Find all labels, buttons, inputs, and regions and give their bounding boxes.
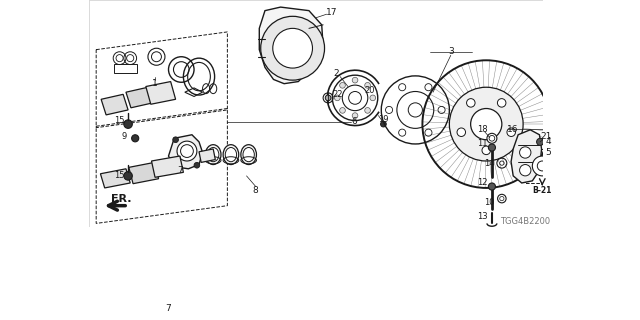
Circle shape [124,172,132,180]
Text: TGG4B2200: TGG4B2200 [500,217,550,226]
Circle shape [520,147,531,158]
Text: 15: 15 [114,172,124,180]
Text: 12: 12 [477,179,487,188]
Text: 19: 19 [378,115,388,124]
Ellipse shape [241,145,257,164]
Text: 7: 7 [177,166,183,175]
Text: 22: 22 [332,90,342,99]
Ellipse shape [205,145,221,164]
Circle shape [340,83,346,88]
Circle shape [487,133,497,143]
Text: 4: 4 [545,137,551,146]
Ellipse shape [243,148,254,162]
Circle shape [507,128,515,136]
Circle shape [497,99,506,107]
Circle shape [177,141,197,161]
Text: 3: 3 [448,47,454,56]
Text: 18: 18 [477,125,487,134]
Polygon shape [152,156,184,177]
Text: 8: 8 [253,186,259,195]
Ellipse shape [223,145,239,164]
Circle shape [470,108,502,140]
Text: FR.: FR. [111,194,131,204]
Circle shape [325,95,331,101]
Circle shape [340,108,346,113]
Circle shape [352,113,358,118]
Text: 7: 7 [166,304,172,313]
Text: 6: 6 [351,117,357,126]
Polygon shape [146,82,175,104]
Circle shape [532,156,552,176]
Circle shape [132,135,139,142]
Circle shape [457,128,465,136]
Text: 2: 2 [334,68,339,77]
Circle shape [467,99,475,107]
Circle shape [488,183,495,190]
Circle shape [260,16,324,80]
Polygon shape [168,135,202,169]
Text: 21: 21 [541,132,552,141]
Circle shape [365,83,371,88]
Circle shape [124,120,132,128]
Circle shape [449,87,523,161]
Circle shape [520,164,531,176]
Polygon shape [101,94,128,115]
Polygon shape [511,130,541,183]
Polygon shape [126,87,153,108]
Text: 17: 17 [326,8,337,17]
Circle shape [536,138,544,145]
Circle shape [365,108,371,113]
Circle shape [482,146,490,155]
Polygon shape [259,7,323,84]
Circle shape [273,28,312,68]
Text: B-21: B-21 [532,186,552,195]
Circle shape [194,163,200,168]
Text: 20: 20 [365,86,375,95]
Circle shape [173,137,179,142]
Ellipse shape [225,148,237,162]
Text: 13: 13 [477,212,487,221]
Text: 9: 9 [122,132,127,141]
Text: 16: 16 [507,124,518,133]
Circle shape [335,95,340,101]
Ellipse shape [207,148,219,162]
Circle shape [488,144,495,151]
Circle shape [370,95,376,101]
Text: 15: 15 [114,116,124,125]
Polygon shape [199,149,215,163]
Polygon shape [129,163,159,184]
Circle shape [381,121,387,127]
Polygon shape [100,169,130,188]
Text: 11: 11 [477,140,487,148]
Text: 10: 10 [484,198,495,207]
Circle shape [352,77,358,83]
Text: 14: 14 [484,159,495,168]
Text: 1: 1 [152,79,158,88]
Text: 5: 5 [545,148,551,157]
